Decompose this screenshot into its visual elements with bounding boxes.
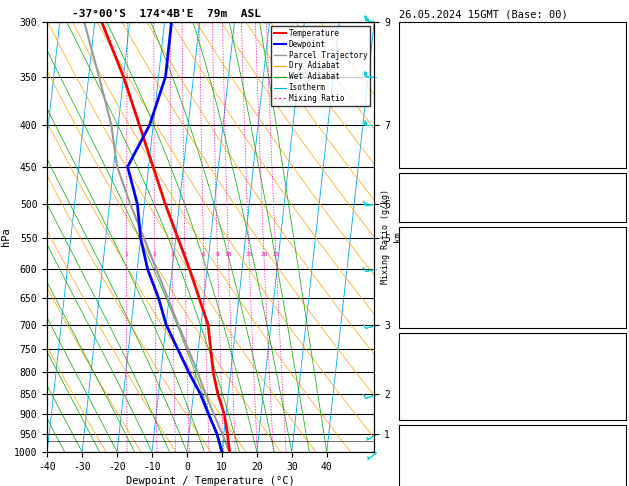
Text: CIN (J)       7: CIN (J) 7 [403,404,477,413]
Y-axis label: km
ASL: km ASL [392,229,412,245]
Text: 3: 3 [170,252,174,258]
Text: Lifted Index  6: Lifted Index 6 [403,377,477,386]
Text: 25: 25 [272,252,280,258]
Text: 6: 6 [202,252,206,258]
Text: -37°00'S  174°4B'E  79m  ASL: -37°00'S 174°4B'E 79m ASL [72,9,261,19]
Text: 10: 10 [225,252,232,258]
Text: kt: kt [448,30,457,39]
Text: 26.05.2024 15GMT (Base: 00): 26.05.2024 15GMT (Base: 00) [399,9,568,19]
Text: θₑ (K)         306: θₑ (K) 306 [403,363,493,372]
Text: Temp (°C)      12.2: Temp (°C) 12.2 [403,243,498,253]
Text: © weatheronline.co.uk: © weatheronline.co.uk [464,457,561,466]
Text: SREH          44: SREH 44 [403,455,482,465]
Text: Hodograph: Hodograph [490,428,535,437]
Text: 1: 1 [125,252,128,258]
Text: K               2: K 2 [403,175,487,185]
Text: Mixing Ratio (g/kg): Mixing Ratio (g/kg) [381,190,389,284]
Text: PW (cm)        1.55: PW (cm) 1.55 [403,205,498,214]
Text: StmSpd (kt)  15: StmSpd (kt) 15 [403,483,477,486]
Text: StmDir        276°: StmDir 276° [403,469,493,478]
Text: Totals Totals  44: Totals Totals 44 [403,190,487,199]
Text: CAPE (J)      18: CAPE (J) 18 [403,390,482,399]
Text: 20: 20 [260,252,268,258]
Legend: Temperature, Dewpoint, Parcel Trajectory, Dry Adiabat, Wet Adiabat, Isotherm, Mi: Temperature, Dewpoint, Parcel Trajectory… [271,26,370,106]
Y-axis label: hPa: hPa [1,227,11,246]
Text: Lifted Index  6: Lifted Index 6 [403,284,477,294]
Text: 4: 4 [183,252,187,258]
Text: EH             -5: EH -5 [403,442,487,451]
Text: Pressure (mb) 1003: Pressure (mb) 1003 [403,349,493,359]
Text: CIN (J)       7: CIN (J) 7 [403,312,477,321]
Text: LCL: LCL [401,436,415,446]
Text: 8: 8 [216,252,220,258]
Text: Most Unstable: Most Unstable [480,336,545,345]
Text: Surface: Surface [495,230,530,239]
Text: Dewp (°C)      10: Dewp (°C) 10 [403,257,487,266]
Text: CAPE (J)      18: CAPE (J) 18 [403,298,482,307]
Text: θₑ(K)          306: θₑ(K) 306 [403,271,493,280]
Text: 2: 2 [153,252,157,258]
Text: 15: 15 [245,252,253,258]
X-axis label: Dewpoint / Temperature (°C): Dewpoint / Temperature (°C) [126,476,295,486]
